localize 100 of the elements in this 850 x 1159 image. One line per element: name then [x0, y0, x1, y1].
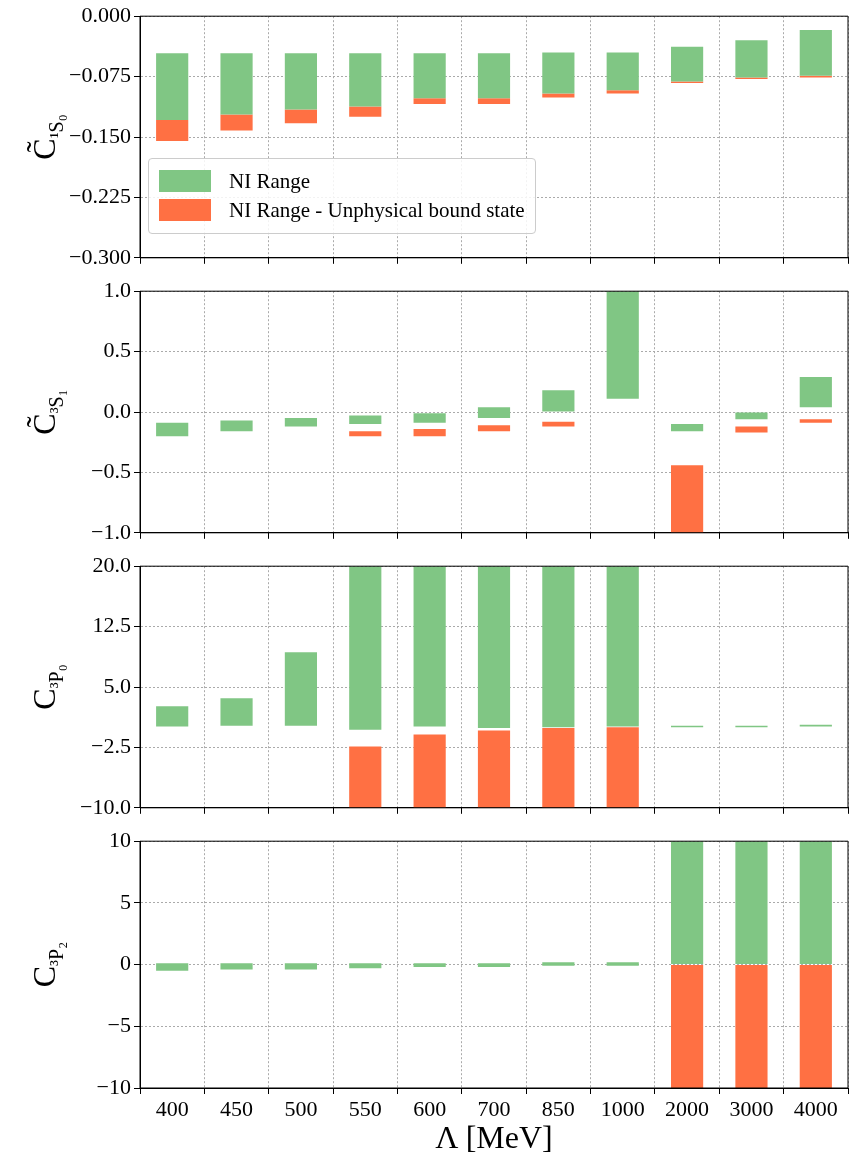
y-axis-title: C³P₀: [26, 664, 67, 710]
y-tick-label: 5: [120, 888, 131, 914]
bar: [284, 418, 317, 427]
bar: [799, 29, 832, 76]
bar: [799, 419, 832, 423]
bar: [477, 53, 511, 99]
bar: [349, 431, 382, 437]
bar: [156, 422, 189, 437]
bar: [606, 291, 639, 399]
bar: [413, 413, 446, 423]
bar: [349, 415, 382, 425]
legend-label: NI Range - Unphysical bound state: [229, 197, 525, 223]
x-tick-label: 400: [155, 1095, 189, 1121]
bar: [606, 727, 639, 808]
bar: [542, 962, 575, 966]
x-tick-label: 2000: [665, 1095, 710, 1121]
x-tick-label: 550: [348, 1095, 382, 1121]
y-tick-label: −0.5: [91, 458, 131, 484]
bar: [349, 106, 382, 117]
y-axis-title: C̃³S₁: [26, 389, 67, 435]
bar: [477, 425, 511, 432]
x-tick-label: 700: [477, 1095, 511, 1121]
x-tick-label: 500: [284, 1095, 318, 1121]
x-tick-label: 600: [413, 1095, 447, 1121]
bar: [349, 566, 382, 730]
y-tick-label: −5: [107, 1012, 131, 1038]
bar: [542, 566, 575, 728]
bar: [220, 53, 253, 115]
bar: [671, 424, 704, 432]
bar: [156, 963, 189, 971]
bar: [671, 46, 704, 82]
bar: [799, 965, 832, 1088]
bar: [799, 376, 832, 408]
x-tick-label: 450: [220, 1095, 254, 1121]
x-tick-label: 4000: [793, 1095, 838, 1121]
bar: [542, 52, 575, 94]
bar: [799, 841, 832, 965]
bar: [477, 98, 511, 104]
y-tick-label: 12.5: [92, 612, 131, 638]
x-tick-label: 1000: [600, 1095, 645, 1121]
bar: [735, 841, 768, 965]
bar: [220, 114, 253, 131]
y-tick-label: −1.0: [91, 518, 131, 544]
bar: [413, 734, 446, 808]
bar: [413, 98, 446, 104]
bar: [220, 420, 253, 432]
bar: [413, 428, 446, 437]
bar: [477, 730, 511, 808]
bar: [735, 40, 768, 78]
y-tick-label: 0.000: [81, 1, 131, 27]
y-tick-label: −0.300: [69, 243, 131, 269]
y-tick-label: −10: [96, 1073, 131, 1099]
y-tick-label: −0.225: [69, 183, 131, 209]
y-tick-label: 10: [109, 826, 131, 852]
y-tick-label: 0.0: [103, 397, 131, 423]
bar: [477, 566, 511, 729]
bar: [413, 566, 446, 727]
bar: [413, 963, 446, 968]
bar: [542, 728, 575, 808]
bar: [156, 706, 189, 727]
bar: [284, 652, 317, 726]
bar: [606, 90, 639, 94]
y-tick-label: 1.0: [103, 276, 131, 302]
bar: [220, 698, 253, 726]
y-tick-label: 5.0: [103, 672, 131, 698]
y-tick-label: −2.5: [91, 733, 131, 759]
y-axis-title: C³P₂: [26, 941, 67, 988]
bar: [606, 52, 639, 91]
bar: [284, 963, 317, 970]
y-tick-label: 0: [120, 950, 131, 976]
bar: [220, 963, 253, 970]
bar: [349, 746, 382, 808]
y-tick-label: −0.150: [69, 122, 131, 148]
bar: [735, 426, 768, 433]
y-tick-label: −10.0: [80, 793, 131, 819]
bar: [284, 53, 317, 110]
bar: [284, 109, 317, 124]
legend-label: NI Range: [229, 168, 311, 194]
bar: [413, 53, 446, 99]
bar: [735, 412, 768, 420]
bar: [156, 53, 189, 121]
y-tick-label: 20.0: [92, 551, 131, 577]
bar: [156, 120, 189, 142]
bar: [542, 93, 575, 98]
bar: [671, 965, 704, 1088]
bar: [349, 53, 382, 107]
y-axis-title: C̃¹S₀: [26, 114, 67, 160]
x-tick-label: 850: [541, 1095, 575, 1121]
bar: [542, 390, 575, 412]
bar: [477, 407, 511, 419]
y-tick-label: −0.075: [69, 62, 131, 88]
bar: [671, 465, 704, 533]
x-axis-title: Λ [MeV]: [435, 1119, 553, 1156]
y-tick-label: 0.5: [103, 337, 131, 363]
bar: [349, 963, 382, 969]
x-tick-label: 3000: [729, 1095, 774, 1121]
bar: [606, 566, 639, 727]
bar: [671, 841, 704, 965]
bar: [606, 962, 639, 966]
bar: [735, 965, 768, 1088]
